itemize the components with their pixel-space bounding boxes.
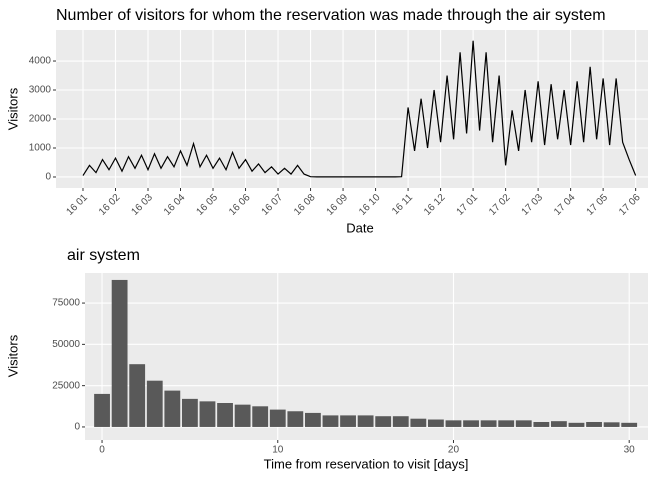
y-tick-label: 75000 bbox=[52, 298, 80, 309]
x-tick-label: 16 06 bbox=[227, 192, 253, 218]
bar bbox=[340, 415, 356, 427]
x-tick-label: 16 10 bbox=[357, 192, 383, 218]
bar bbox=[111, 279, 128, 427]
bar bbox=[287, 411, 304, 427]
x-tick-label: 17 03 bbox=[520, 192, 546, 218]
y-tick-label: 25000 bbox=[52, 380, 80, 391]
chart-title: Number of visitors for whom the reservat… bbox=[56, 7, 606, 24]
bar bbox=[586, 421, 602, 427]
bar bbox=[463, 420, 479, 427]
x-tick-label: 10 bbox=[272, 445, 284, 456]
bar bbox=[533, 421, 550, 427]
y-tick-label: 0 bbox=[45, 172, 51, 183]
x-tick-label: 17 02 bbox=[487, 192, 513, 218]
x-axis-label: Date bbox=[346, 220, 373, 235]
y-tick-label: 0 bbox=[74, 422, 80, 433]
x-tick-label: 16 05 bbox=[195, 192, 221, 218]
bar bbox=[515, 420, 532, 427]
x-tick-label: 16 04 bbox=[162, 192, 188, 218]
bar bbox=[410, 418, 427, 427]
x-tick-label: 16 07 bbox=[260, 192, 286, 218]
chart-title: air system bbox=[67, 247, 140, 264]
bar bbox=[375, 416, 392, 427]
bar bbox=[498, 420, 515, 427]
bar bbox=[146, 380, 163, 427]
bar bbox=[234, 404, 251, 427]
y-tick-label: 3000 bbox=[29, 85, 52, 96]
y-axis-label: Visitors bbox=[5, 334, 20, 377]
y-axis-label: Visitors bbox=[5, 87, 20, 130]
plot-panel bbox=[56, 30, 648, 188]
bar bbox=[551, 421, 567, 427]
x-tick-label: 16 03 bbox=[130, 192, 156, 218]
x-axis-label: Time from reservation to visit [days] bbox=[264, 456, 469, 471]
bar bbox=[428, 419, 444, 427]
bar bbox=[129, 364, 146, 427]
x-tick-label: 17 05 bbox=[585, 192, 611, 218]
bar bbox=[164, 390, 181, 427]
bar bbox=[269, 409, 286, 427]
bar bbox=[445, 420, 462, 427]
bar bbox=[304, 412, 321, 427]
y-tick-label: 1000 bbox=[29, 143, 52, 154]
x-tick-label: 20 bbox=[448, 445, 460, 456]
bar bbox=[322, 415, 339, 427]
x-tick-label: 17 01 bbox=[455, 192, 481, 218]
x-tick-label: 17 04 bbox=[552, 192, 578, 218]
x-tick-label: 16 08 bbox=[292, 192, 318, 218]
bar bbox=[480, 420, 497, 427]
bar bbox=[357, 415, 374, 427]
line-series bbox=[82, 40, 637, 178]
x-tick-label: 16 09 bbox=[325, 192, 351, 218]
bar bbox=[392, 416, 409, 427]
y-tick-label: 2000 bbox=[29, 114, 52, 125]
bar bbox=[603, 422, 620, 427]
bar bbox=[217, 402, 233, 427]
bar bbox=[568, 422, 585, 427]
y-tick-label: 4000 bbox=[29, 56, 52, 67]
bar bbox=[94, 393, 110, 427]
x-tick-label: 0 bbox=[99, 445, 105, 456]
bar bbox=[181, 398, 198, 427]
bar bbox=[252, 406, 269, 427]
x-tick-label: 17 06 bbox=[617, 192, 643, 218]
x-tick-label: 16 01 bbox=[64, 192, 90, 218]
x-tick-label: 30 bbox=[624, 445, 636, 456]
x-tick-label: 16 11 bbox=[390, 192, 415, 217]
x-tick-label: 16 02 bbox=[97, 192, 123, 218]
x-tick-label: 16 12 bbox=[422, 192, 448, 218]
y-tick-label: 50000 bbox=[52, 339, 80, 350]
bar bbox=[621, 422, 638, 427]
bar bbox=[199, 401, 216, 427]
